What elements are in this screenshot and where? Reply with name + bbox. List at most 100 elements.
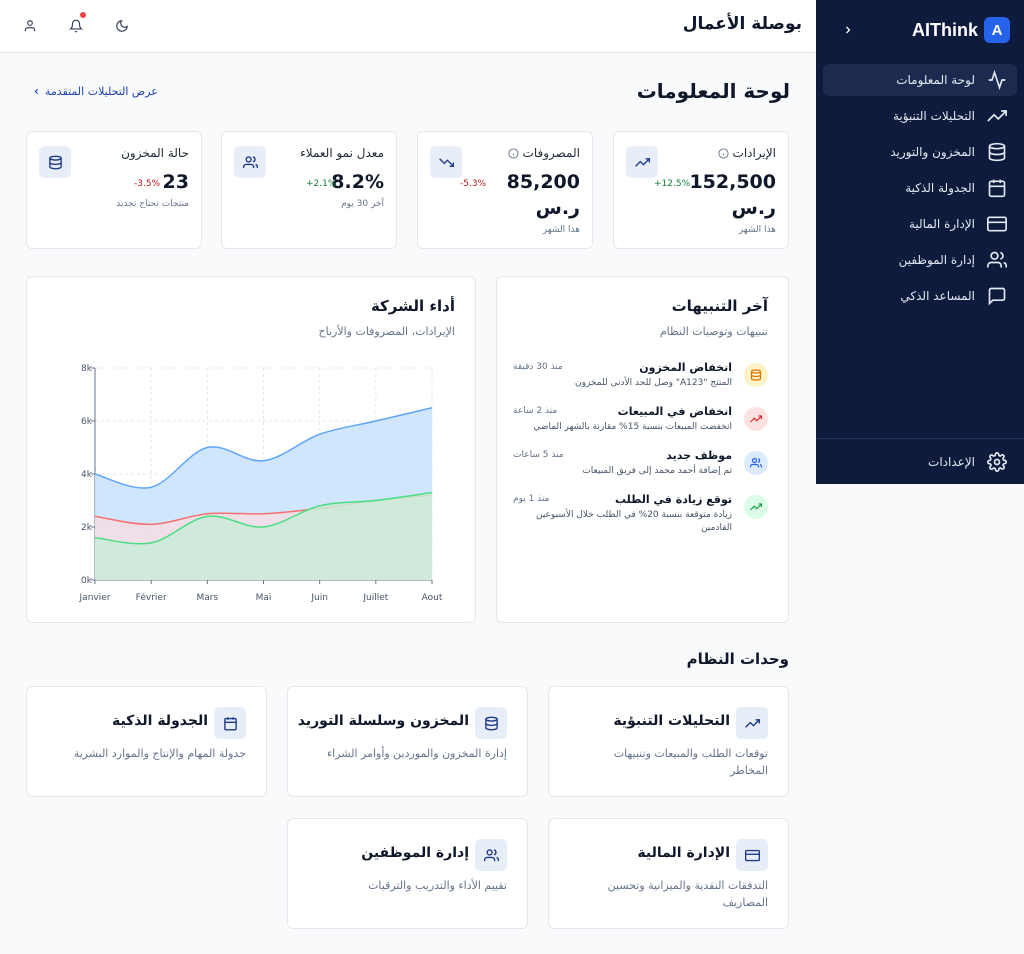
trending-up-icon	[634, 157, 650, 167]
module-title: الإدارة المالية	[637, 845, 730, 861]
notifications-button[interactable]	[66, 12, 86, 36]
collapse-sidebar-button[interactable]	[838, 20, 858, 40]
alert-item[interactable]: انخفاض المخزون المنتج "A123" وصل للحد ال…	[513, 361, 768, 401]
users-icon	[987, 251, 1007, 268]
trending-up-icon	[987, 110, 1007, 122]
page-title: لوحة المعلومات	[636, 79, 790, 103]
stat-card-expenses: المصروفات 85,200 ر.س -5.3% هذا الشهر	[417, 131, 593, 249]
x-tick-label: Mai	[256, 593, 272, 603]
sidebar-item-label: التحليلات التنبؤية	[892, 109, 975, 123]
calendar-icon	[223, 716, 237, 730]
sidebar-item-label: لوحة المعلومات	[896, 73, 975, 87]
sidebar-item-label: الجدولة الذكية	[905, 181, 975, 195]
alert-description: انخفضت المبيعات بنسبة 15% مقارنة بالشهر …	[533, 422, 732, 432]
brand[interactable]: AIThink A	[912, 17, 1010, 43]
notification-dot	[80, 12, 86, 18]
gear-icon	[987, 452, 1007, 472]
line-revenue	[94, 407, 433, 489]
alert-icon	[744, 495, 768, 519]
alert-time: منذ 2 ساعة	[513, 406, 558, 416]
stat-subtitle: هذا الشهر	[738, 225, 776, 235]
module-description: جدولة المهام والإنتاج والموارد البشرية	[73, 747, 246, 760]
trending-up-icon	[750, 415, 762, 423]
sidebar-item-assistant[interactable]: المساعد الذكي	[823, 280, 1017, 312]
moon-icon	[116, 20, 128, 32]
sidebar-nav: لوحة المعلومات التحليلات التنبؤية المخزو…	[816, 60, 1024, 320]
module-description: التدفقات النقدية والميزانية وتحسين المصا…	[607, 879, 768, 909]
trending-up-icon	[744, 718, 760, 728]
alert-title: انخفاض المخزون	[639, 361, 732, 374]
brand-logo: A	[984, 17, 1010, 43]
user-menu-button[interactable]	[20, 16, 40, 36]
alert-item[interactable]: انخفاض في المبيعات انخفضت المبيعات بنسبة…	[513, 405, 768, 445]
calendar-icon	[988, 179, 1006, 198]
area-profit	[95, 492, 432, 580]
module-title: التحليلات التنبؤية	[613, 713, 730, 729]
x-tick-label: Janvier	[79, 593, 111, 603]
chevron-right-icon	[846, 26, 851, 34]
database-icon	[750, 369, 762, 381]
alert-description: المنتج "A123" وصل للحد الأدنى للمخزون	[575, 378, 732, 388]
modules-title: وحدات النظام	[686, 650, 789, 668]
stat-card-customer-growth: معدل نمو العملاء 8.2% +2.1% آخر 30 يوم	[221, 131, 397, 249]
brand-name: AIThink	[912, 19, 978, 40]
y-tick-label: 4k	[81, 470, 93, 480]
alerts-panel: آخر التنبيهات تنبيهات وتوصيات النظام انخ…	[496, 276, 789, 623]
alert-time: منذ 30 دقيقة	[513, 362, 563, 372]
sidebar-item-dashboard[interactable]: لوحة المعلومات	[823, 64, 1017, 96]
stat-value: 85,200 ر.س	[506, 171, 580, 219]
sidebar-item-label: إدارة الموظفين	[898, 253, 975, 267]
stat-icon	[626, 146, 658, 178]
y-tick-label: 2k	[81, 523, 93, 533]
module-card-finance[interactable]: الإدارة المالية التدفقات النقدية والميزا…	[548, 818, 789, 929]
stat-card-inventory: حالة المخزون 23 -3.5% منتجات تحتاج تجديد	[26, 131, 202, 249]
chart-subtitle: الإيرادات، المصروفات والأرباح	[318, 325, 456, 338]
module-card-scheduling[interactable]: الجدولة الذكية جدولة المهام والإنتاج وال…	[26, 686, 267, 797]
advanced-link-label: عرض التحليلات المتقدمة	[45, 85, 158, 98]
y-tick-label: 8k	[81, 364, 93, 374]
advanced-analytics-link[interactable]: عرض التحليلات المتقدمة	[32, 85, 158, 98]
credit-card-icon	[987, 216, 1007, 232]
stat-change: +12.5%	[654, 179, 691, 189]
alert-title: انخفاض في المبيعات	[617, 405, 732, 418]
stat-change: +2.1%	[306, 179, 337, 189]
alert-time: منذ 1 يوم	[513, 494, 550, 504]
chevron-left-icon	[34, 88, 39, 95]
stat-subtitle: منتجات تحتاج تجديد	[116, 199, 189, 209]
sidebar-item-employees[interactable]: إدارة الموظفين	[823, 244, 1017, 276]
module-icon	[475, 707, 507, 739]
sidebar-item-settings[interactable]: الإعدادات	[823, 446, 1017, 478]
users-icon	[483, 848, 499, 861]
performance-chart: 0k 2k 4k 6k 8k Janvier Février Mars Mai Juin Juill…	[79, 364, 443, 603]
database-icon	[484, 716, 498, 730]
sidebar-item-predictive-analytics[interactable]: التحليلات التنبؤية	[823, 100, 1017, 132]
alerts-subtitle: تنبيهات وتوصيات النظام	[659, 325, 768, 338]
sidebar-item-finance[interactable]: الإدارة المالية	[823, 208, 1017, 240]
alert-icon	[744, 407, 768, 431]
module-card-employees[interactable]: إدارة الموظفين تقييم الأداء والتدريب وال…	[287, 818, 528, 929]
theme-toggle-button[interactable]	[112, 16, 132, 36]
alert-item[interactable]: موظف جديد تم إضافة أحمد محمد إلى فريق ال…	[513, 449, 768, 489]
module-title: الجدولة الذكية	[111, 713, 208, 729]
x-tick-label: Juillet	[362, 593, 388, 603]
sidebar-item-scheduling[interactable]: الجدولة الذكية	[823, 172, 1017, 204]
stat-title: الإيرادات	[718, 146, 776, 160]
info-icon	[718, 147, 729, 159]
sidebar-item-inventory[interactable]: المخزون والتوريد	[823, 136, 1017, 168]
database-icon	[988, 142, 1006, 162]
stat-value: 8.2%	[331, 171, 384, 193]
alert-icon	[744, 451, 768, 475]
sidebar-header: AIThink A	[816, 0, 1024, 60]
module-card-predictive-analytics[interactable]: التحليلات التنبؤية توقعات الطلب والمبيعا…	[548, 686, 789, 797]
activity-icon	[988, 70, 1006, 90]
stat-title: معدل نمو العملاء	[300, 146, 384, 160]
user-icon	[24, 20, 36, 32]
alert-item[interactable]: توقع زيادة في الطلب زيادة متوقعة بنسبة 2…	[513, 493, 768, 541]
trending-down-icon	[438, 157, 454, 167]
trending-up-icon	[750, 503, 762, 511]
x-tick-label: Aout	[422, 593, 443, 603]
module-card-inventory[interactable]: المخزون وسلسلة التوريد إدارة المخزون وال…	[287, 686, 528, 797]
stat-title-text: حالة المخزون	[121, 146, 189, 160]
module-title: المخزون وسلسلة التوريد	[297, 713, 469, 729]
sidebar-item-label: الإدارة المالية	[908, 217, 975, 231]
